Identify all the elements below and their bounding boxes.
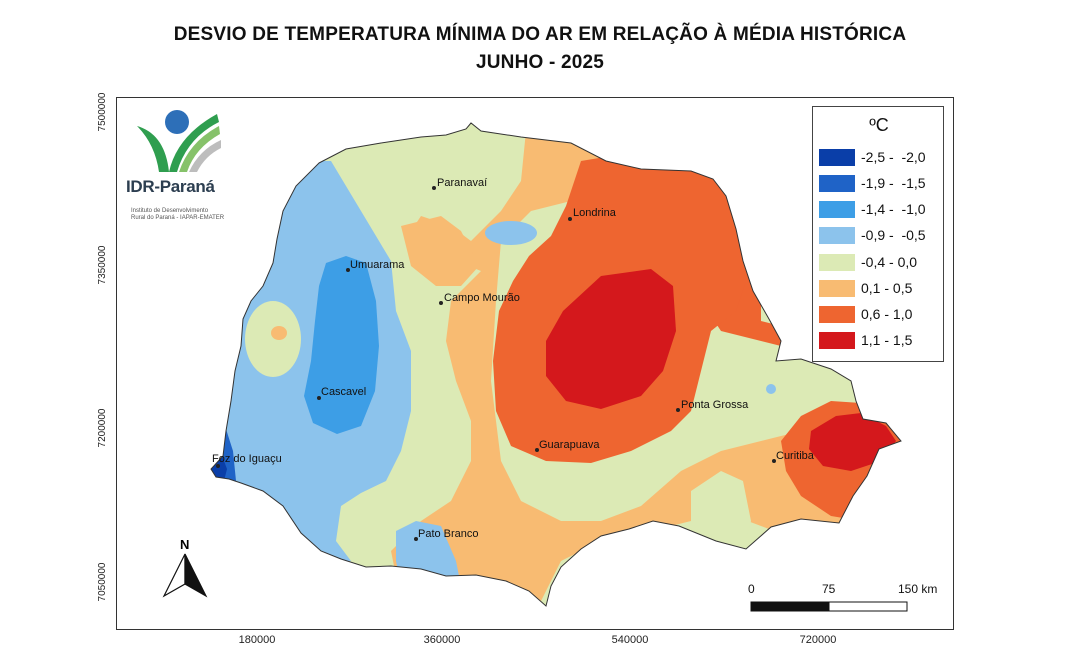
legend-label: -0,9 - -0,5 <box>861 227 926 243</box>
legend: ºC -2,5 - -2,0 -1,9 - -1,5 -1,4 - -1,0 -… <box>812 106 944 362</box>
scale-bar <box>750 601 908 612</box>
legend-label: -1,4 - -1,0 <box>861 201 926 217</box>
zone-warm-dot <box>271 326 287 340</box>
logo-subtitle: Rural do Paraná - IAPAR-EMATER <box>131 215 225 221</box>
zone-hot-curitiba <box>809 413 896 471</box>
city-marker <box>414 537 418 541</box>
city-label-cascavel: Cascavel <box>321 386 367 398</box>
city-label-curitiba: Curitiba <box>776 450 814 462</box>
city-label-foz-do-iguacu: Foz do Iguaçu <box>212 453 282 465</box>
legend-swatch <box>819 280 855 297</box>
legend-swatch <box>819 332 855 349</box>
zone-hot-central <box>546 269 676 409</box>
city-label-umuarama: Umuarama <box>350 259 405 271</box>
city-marker <box>439 301 443 305</box>
zone-neutral-west <box>245 301 301 377</box>
legend-label: -1,9 - -1,5 <box>861 175 926 191</box>
zone-neutral-south <box>691 471 751 549</box>
x-tick-label: 360000 <box>423 634 461 646</box>
north-arrow-icon <box>162 553 208 598</box>
state-border <box>210 122 902 607</box>
city-label-londrina: Londrina <box>573 207 616 219</box>
idr-parana-logo <box>137 110 221 172</box>
map-subtitle: JUNHO - 2025 <box>475 52 605 73</box>
logo-name: IDR-Paraná <box>126 177 215 196</box>
legend-label: 1,1 - 1,5 <box>861 332 913 348</box>
legend-swatch <box>819 149 855 166</box>
city-marker <box>432 186 436 190</box>
city-marker <box>216 464 220 468</box>
city-marker <box>676 408 680 412</box>
map-canvas <box>210 122 902 607</box>
city-marker <box>568 217 572 221</box>
legend-swatch <box>819 175 855 192</box>
zone-cool-north <box>485 221 537 245</box>
city-label-campo-mourao: Campo Mourão <box>444 292 520 304</box>
legend-swatch <box>819 201 855 218</box>
city-marker <box>317 396 321 400</box>
legend-label: 0,6 - 1,0 <box>861 306 913 322</box>
legend-title: ºC <box>869 115 889 135</box>
zone-cool-dot <box>766 384 776 394</box>
city-marker <box>535 448 539 452</box>
legend-label: 0,1 - 0,5 <box>861 280 913 296</box>
y-tick-label: 7050000 <box>97 562 108 602</box>
logo-subtitle: Instituto de Desenvolvimento <box>131 208 209 214</box>
zone-cold <box>304 256 379 434</box>
zone-mild-warm-2 <box>401 216 479 286</box>
city-label-ponta-grossa: Ponta Grossa <box>681 399 749 411</box>
city-marker <box>346 268 350 272</box>
legend-swatch <box>819 306 855 323</box>
city-label-guarapuava: Guarapuava <box>539 439 600 451</box>
x-tick-label: 720000 <box>799 634 837 646</box>
legend-swatch <box>819 254 855 271</box>
x-tick-label: 540000 <box>611 634 649 646</box>
city-label-paranavai: Paranavaí <box>437 177 488 189</box>
legend-label: -0,4 - 0,0 <box>861 254 918 270</box>
y-tick-label: 7350000 <box>97 245 108 285</box>
legend-swatch <box>819 227 855 244</box>
north-arrow-label: N <box>180 537 190 552</box>
map-title: DESVIO DE TEMPERATURA MÍNIMA DO AR EM RE… <box>173 24 907 45</box>
scale-bar-label: 75 <box>822 582 836 596</box>
scale-bar-label: 150 km <box>898 582 938 596</box>
legend-label: -2,5 - -2,0 <box>861 149 926 165</box>
zone-mild-warm <box>391 131 901 601</box>
city-label-pato-branco: Pato Branco <box>418 528 479 540</box>
zone-neutral-east <box>731 358 801 434</box>
y-tick-label: 7200000 <box>97 408 108 448</box>
y-tick-label: 7500000 <box>97 92 108 132</box>
city-marker <box>772 459 776 463</box>
x-tick-label: 180000 <box>238 634 276 646</box>
scale-bar-label: 0 <box>748 582 755 596</box>
